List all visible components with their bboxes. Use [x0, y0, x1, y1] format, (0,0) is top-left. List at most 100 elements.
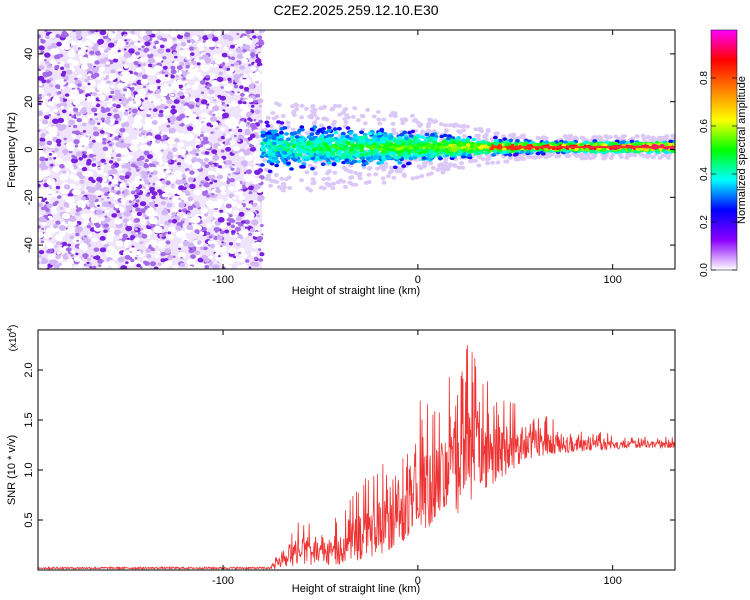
- noise-speckle: [111, 168, 116, 172]
- noise-speckle: [68, 119, 76, 125]
- noise-speckle: [68, 219, 78, 227]
- signal-cell: [356, 159, 362, 164]
- noise-speckle: [138, 133, 143, 137]
- noise-speckle: [102, 137, 107, 142]
- noise-speckle: [178, 84, 184, 89]
- noise-speckle: [243, 137, 248, 142]
- noise-speckle: [199, 104, 207, 110]
- noise-speckle: [69, 235, 75, 240]
- noise-speckle: [155, 79, 161, 84]
- noise-speckle: [254, 30, 260, 34]
- noise-speckle: [251, 242, 260, 249]
- noise-speckle: [203, 182, 210, 188]
- noise-speckle: [126, 185, 130, 188]
- noise-speckle: [102, 125, 111, 132]
- signal-halo: [461, 134, 467, 138]
- noise-speckle: [197, 241, 201, 245]
- signal-halo: [366, 180, 372, 184]
- noise-speckle: [196, 116, 199, 120]
- noise-speckle: [87, 63, 93, 68]
- noise-speckle: [139, 106, 145, 110]
- noise-speckle: [66, 227, 75, 234]
- noise-speckle: [91, 179, 96, 184]
- noise-speckle: [165, 96, 171, 100]
- noise-speckle: [229, 92, 235, 96]
- noise-speckle: [191, 248, 197, 252]
- signal-halo: [461, 128, 467, 133]
- noise-speckle: [46, 140, 53, 146]
- signal-halo: [485, 128, 491, 132]
- noise-speckle: [89, 34, 99, 42]
- noise-speckle: [211, 193, 215, 196]
- signal-halo: [645, 135, 651, 139]
- noise-speckle: [84, 40, 92, 47]
- noise-speckle: [81, 144, 85, 148]
- noise-speckle: [64, 63, 70, 68]
- noise-speckle: [248, 72, 255, 77]
- noise-speckle: [224, 134, 231, 139]
- noise-speckle: [40, 261, 45, 265]
- noise-speckle: [221, 30, 227, 33]
- noise-speckle: [215, 127, 219, 130]
- noise-speckle: [106, 39, 111, 43]
- noise-speckle: [125, 225, 133, 232]
- noise-speckle: [223, 103, 227, 107]
- noise-speckle: [202, 191, 208, 196]
- noise-speckle: [156, 73, 164, 80]
- signal-cell: [405, 161, 411, 166]
- noise-speckle: [64, 252, 68, 256]
- noise-speckle: [238, 211, 245, 217]
- noise-speckle: [233, 61, 239, 67]
- noise-speckle: [244, 226, 248, 229]
- signal-halo: [332, 170, 338, 175]
- noise-speckle: [148, 94, 157, 102]
- noise-speckle: [160, 252, 166, 257]
- signal-halo: [345, 115, 351, 120]
- signal-halo: [539, 136, 545, 141]
- noise-speckle: [95, 103, 101, 108]
- noise-speckle: [212, 53, 220, 59]
- noise-speckle: [39, 188, 48, 196]
- signal-halo: [419, 174, 425, 179]
- signal-halo: [336, 104, 342, 108]
- noise-speckle: [243, 44, 251, 50]
- signal-halo: [280, 114, 286, 118]
- noise-speckle: [236, 33, 240, 36]
- noise-speckle: [68, 125, 71, 128]
- noise-speckle: [172, 195, 181, 204]
- noise-speckle: [102, 141, 107, 145]
- noise-speckle: [120, 198, 127, 203]
- noise-speckle: [95, 117, 99, 121]
- noise-speckle: [42, 240, 49, 245]
- signal-halo: [329, 107, 335, 112]
- noise-speckle: [81, 122, 87, 127]
- noise-speckle: [89, 118, 93, 121]
- noise-speckle: [148, 163, 153, 167]
- noise-speckle: [39, 104, 47, 111]
- noise-speckle: [139, 201, 147, 207]
- noise-speckle: [103, 49, 109, 54]
- noise-speckle: [210, 131, 214, 134]
- noise-speckle: [150, 223, 156, 228]
- noise-speckle: [107, 231, 116, 239]
- noise-speckle: [113, 113, 120, 119]
- noise-speckle: [112, 108, 118, 113]
- noise-speckle: [108, 192, 115, 197]
- noise-speckle: [79, 179, 85, 184]
- noise-speckle: [73, 139, 80, 145]
- spectro-signal-band: [259, 101, 675, 193]
- noise-speckle: [89, 30, 96, 33]
- noise-speckle: [212, 105, 220, 112]
- noise-speckle: [230, 44, 235, 49]
- noise-speckle: [250, 49, 256, 54]
- noise-speckle: [154, 254, 160, 259]
- signal-halo: [312, 120, 318, 125]
- noise-speckle: [224, 141, 231, 146]
- noise-speckle: [177, 30, 184, 35]
- noise-speckle: [149, 175, 152, 178]
- signal-halo: [632, 153, 638, 158]
- signal-halo: [460, 165, 466, 170]
- noise-speckle: [44, 134, 53, 141]
- noise-speckle: [88, 153, 95, 158]
- noise-speckle: [235, 216, 242, 222]
